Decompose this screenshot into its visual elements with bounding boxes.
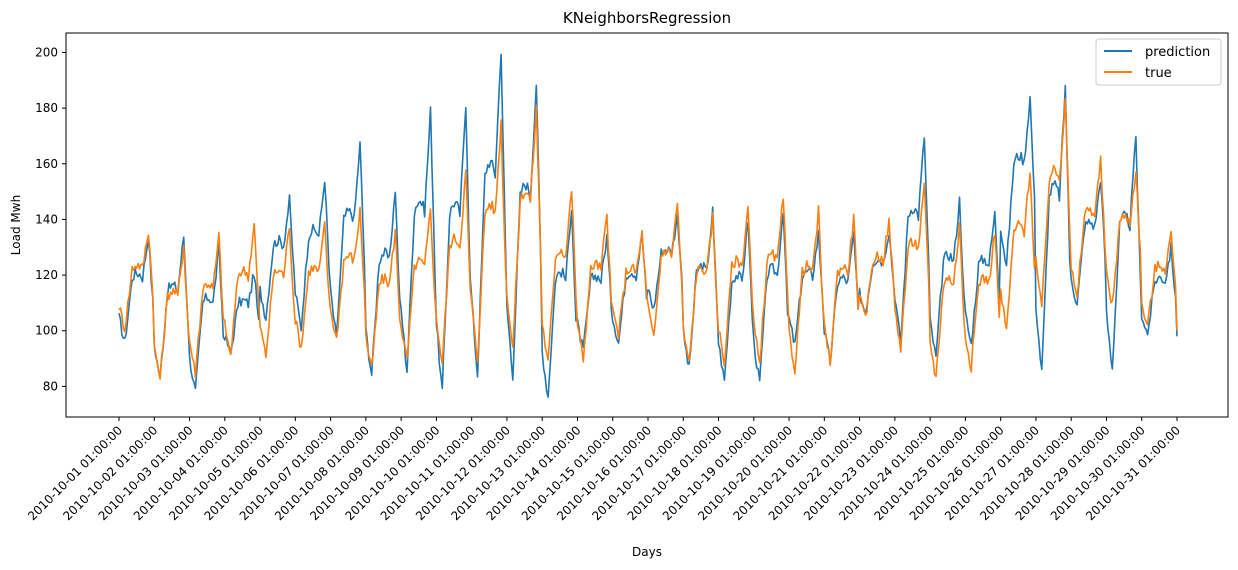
legend-label-true: true xyxy=(1145,66,1172,81)
plot-area-frame xyxy=(65,32,1229,418)
series-line-prediction xyxy=(118,53,1178,398)
y-tick-label: 140 xyxy=(35,212,58,226)
y-axis-title: Load Mwh xyxy=(9,195,23,255)
y-tick-label: 160 xyxy=(35,157,58,171)
series-layer xyxy=(118,53,1178,398)
y-tick-label: 180 xyxy=(35,101,58,115)
chart-title: KNeighborsRegression xyxy=(563,9,731,27)
y-tick-label: 120 xyxy=(35,268,58,282)
y-tick-label: 200 xyxy=(35,45,58,59)
y-axis: 80 100 120 140 160 180 200 xyxy=(35,45,66,393)
x-axis-title: Days xyxy=(632,545,662,559)
y-tick-label: 100 xyxy=(35,324,58,338)
series-line-true xyxy=(118,98,1178,380)
legend: prediction true xyxy=(1095,38,1222,86)
legend-label-prediction: prediction xyxy=(1145,45,1210,60)
y-tick-label: 80 xyxy=(43,379,58,393)
